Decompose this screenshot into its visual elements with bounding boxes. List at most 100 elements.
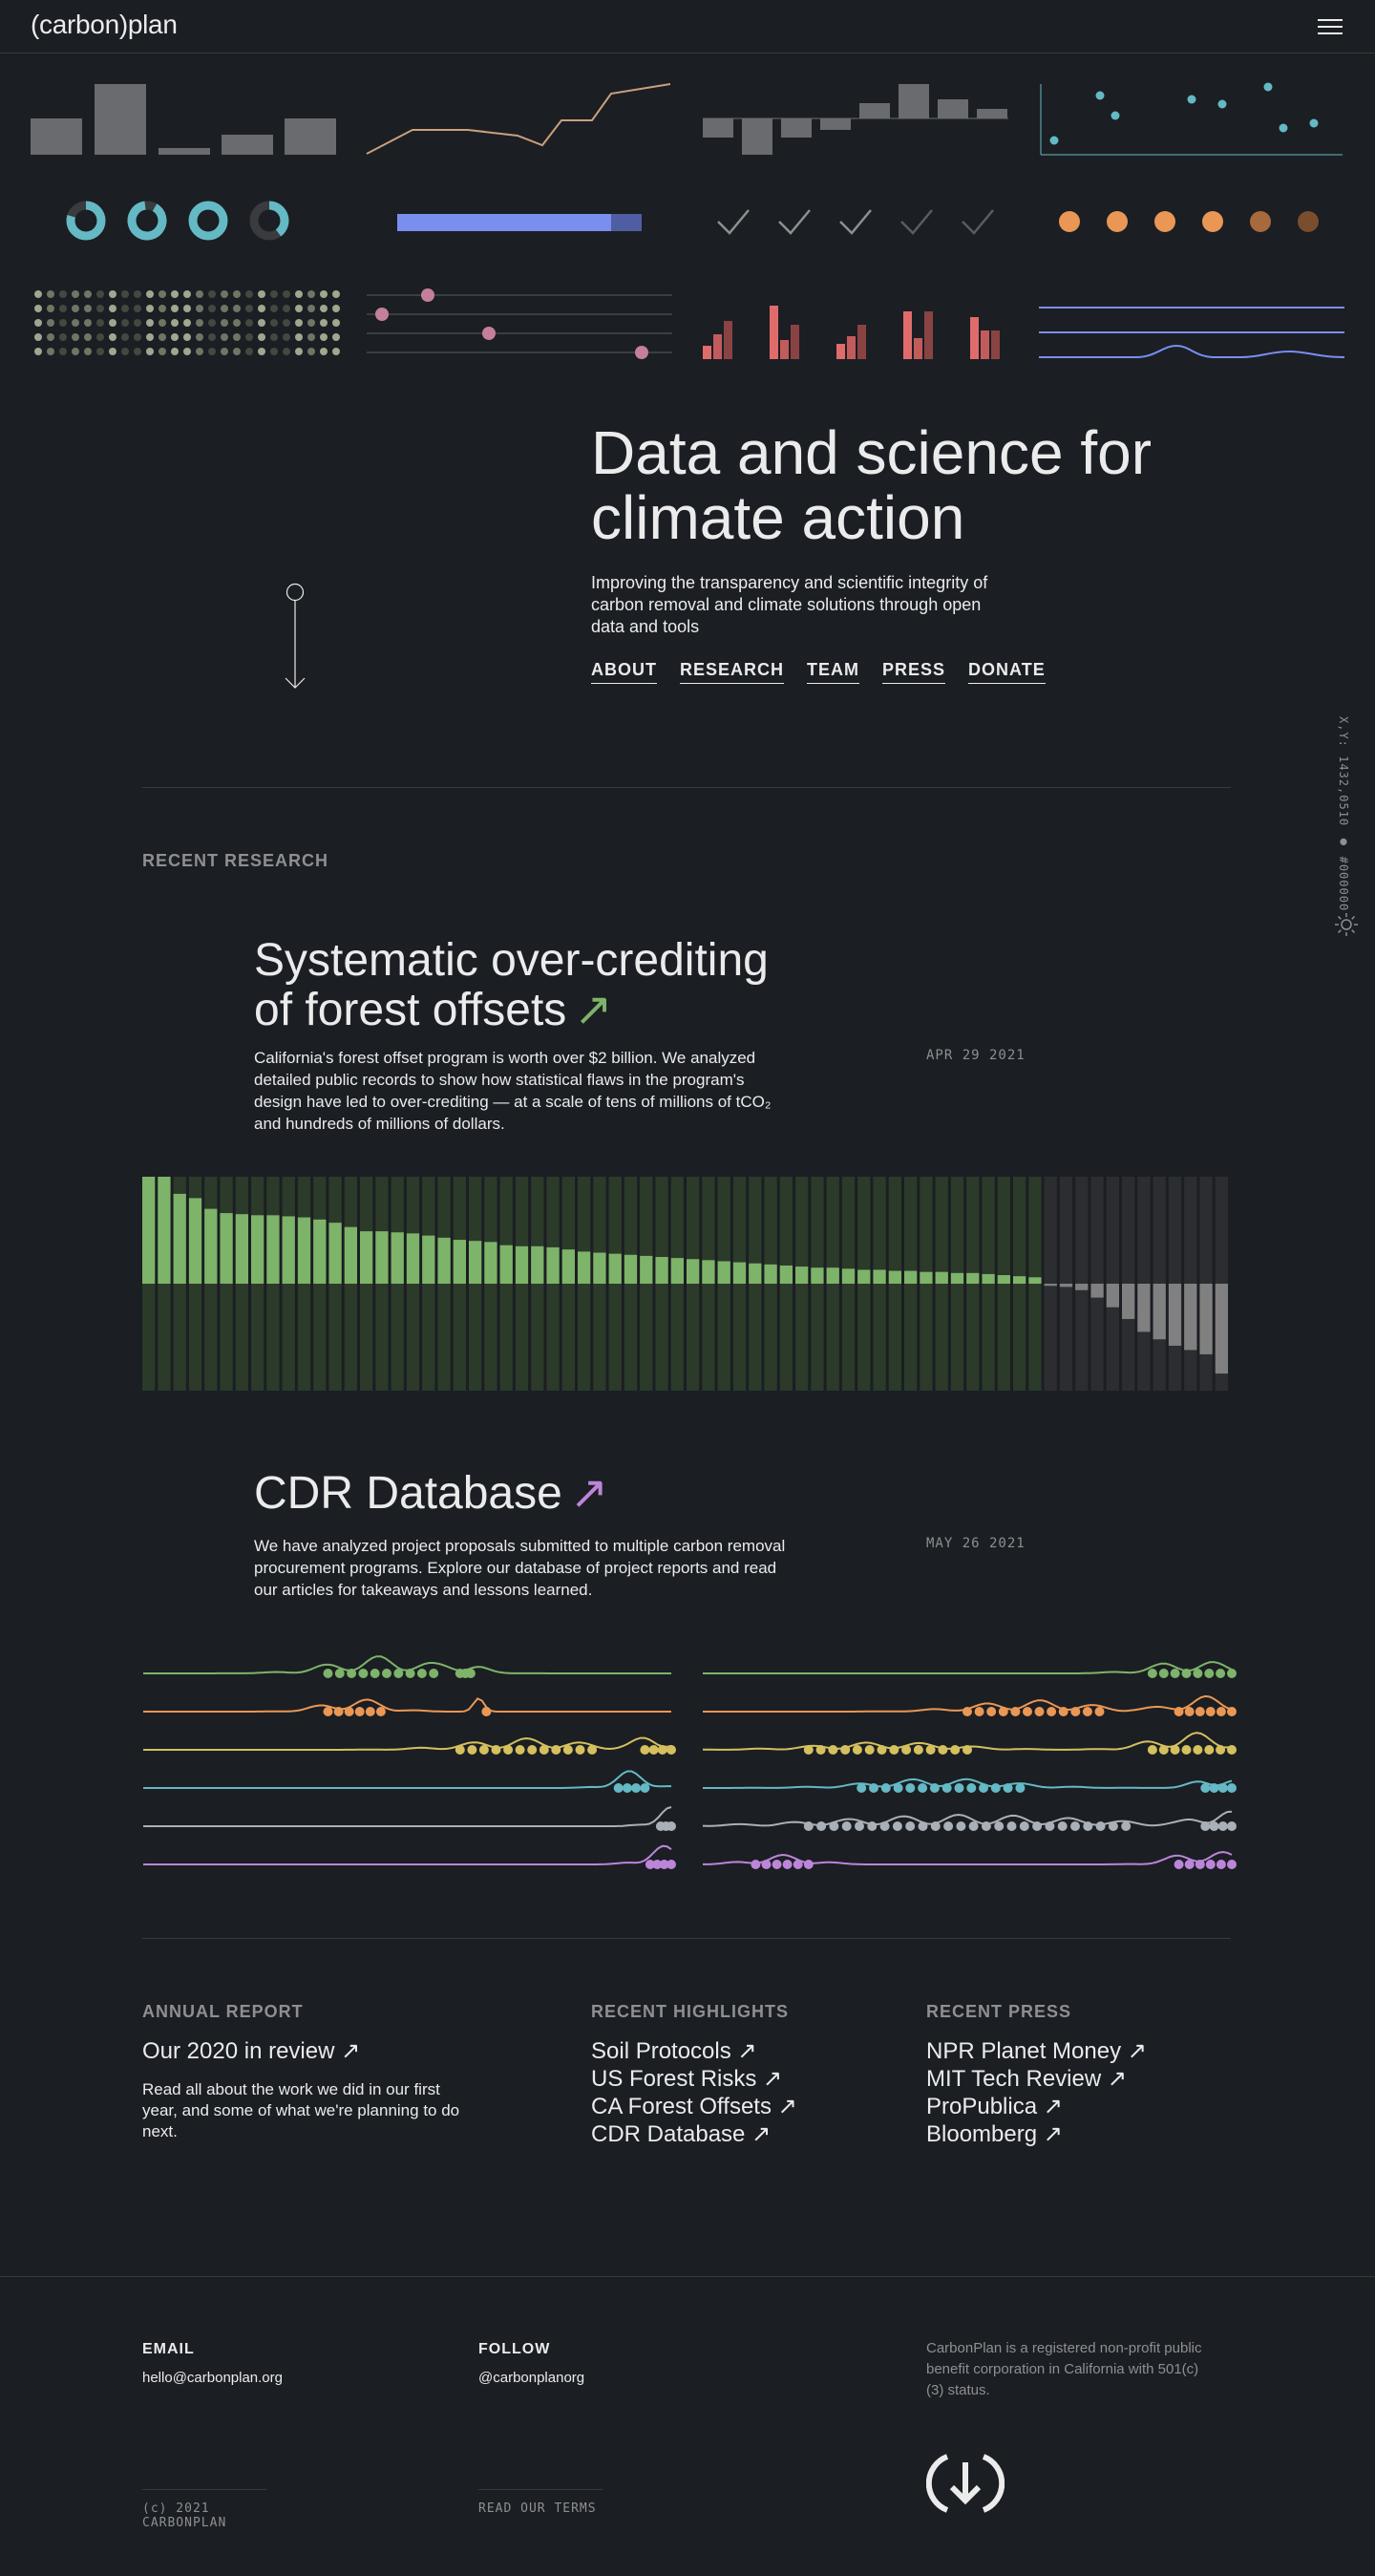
project-dot[interactable] (648, 1745, 659, 1755)
project-dot[interactable] (1217, 1821, 1228, 1831)
carbonplan-circle-logo-icon[interactable] (926, 2453, 1005, 2514)
project-dot[interactable] (1227, 1707, 1237, 1716)
project-dot[interactable] (344, 1707, 354, 1716)
project-dot[interactable] (828, 1745, 838, 1755)
project-dot[interactable] (816, 1821, 827, 1831)
project-dot[interactable] (1158, 1669, 1169, 1678)
press-link-propublica[interactable]: ProPublica ↗ (926, 2093, 1147, 2120)
site-logo[interactable]: (carbon)plan (31, 10, 178, 39)
project-dot[interactable] (491, 1745, 501, 1755)
nav-research[interactable]: RESEARCH (680, 660, 785, 684)
project-dot[interactable] (867, 1821, 878, 1831)
project-dot[interactable] (515, 1745, 525, 1755)
project-dot[interactable] (930, 1821, 941, 1831)
project-dot[interactable] (640, 1745, 650, 1755)
project-dot[interactable] (334, 1669, 345, 1678)
project-dot[interactable] (429, 1669, 439, 1678)
project-dot[interactable] (587, 1745, 598, 1755)
project-dot[interactable] (1193, 1669, 1203, 1678)
project-dot[interactable] (657, 1745, 667, 1755)
project-dot[interactable] (1204, 1745, 1215, 1755)
project-dot[interactable] (323, 1707, 333, 1716)
project-dot[interactable] (575, 1745, 585, 1755)
project-dot[interactable] (333, 1707, 344, 1716)
project-dot[interactable] (841, 1821, 852, 1831)
project-dot[interactable] (840, 1745, 851, 1755)
project-dot[interactable] (1047, 1707, 1057, 1716)
project-dot[interactable] (880, 1783, 891, 1793)
project-dot[interactable] (370, 1669, 380, 1678)
project-dot[interactable] (1181, 1669, 1192, 1678)
project-dot[interactable] (1003, 1783, 1013, 1793)
project-dot[interactable] (1205, 1707, 1216, 1716)
project-dot[interactable] (1174, 1707, 1184, 1716)
project-dot[interactable] (938, 1745, 948, 1755)
nav-about[interactable]: ABOUT (591, 660, 657, 684)
project-dot[interactable] (1216, 1669, 1226, 1678)
project-dot[interactable] (815, 1745, 826, 1755)
project-dot[interactable] (1216, 1707, 1226, 1716)
nav-donate[interactable]: DONATE (968, 660, 1046, 684)
project-dot[interactable] (918, 1821, 928, 1831)
project-dot[interactable] (913, 1745, 923, 1755)
research-title-forest-offsets[interactable]: Systematic over-crediting of forest offs… (254, 936, 827, 1035)
project-dot[interactable] (929, 1783, 940, 1793)
project-dot[interactable] (962, 1707, 972, 1716)
project-dot[interactable] (1217, 1783, 1228, 1793)
research-title-cdr-database[interactable]: CDR Database ↗ (254, 1469, 827, 1519)
project-dot[interactable] (761, 1860, 772, 1869)
project-dot[interactable] (347, 1669, 357, 1678)
footer-email-link[interactable]: hello@carbonplan.org (142, 2370, 283, 2386)
highlight-link-us-forest-risks[interactable]: US Forest Risks ↗ (591, 2065, 797, 2093)
project-dot[interactable] (613, 1783, 624, 1793)
project-dot[interactable] (1184, 1860, 1195, 1869)
project-dot[interactable] (1032, 1821, 1043, 1831)
project-dot[interactable] (1121, 1821, 1132, 1831)
project-dot[interactable] (1227, 1783, 1237, 1793)
project-dot[interactable] (652, 1860, 663, 1869)
project-dot[interactable] (772, 1860, 782, 1869)
project-dot[interactable] (954, 1783, 964, 1793)
project-dot[interactable] (465, 1669, 476, 1678)
project-dot[interactable] (1193, 1745, 1203, 1755)
project-dot[interactable] (365, 1707, 375, 1716)
project-dot[interactable] (1216, 1745, 1226, 1755)
project-dot[interactable] (803, 1745, 814, 1755)
project-dot[interactable] (877, 1745, 887, 1755)
press-link-mit[interactable]: MIT Tech Review ↗ (926, 2065, 1147, 2093)
project-dot[interactable] (1205, 1860, 1216, 1869)
project-dot[interactable] (1158, 1745, 1169, 1755)
project-dot[interactable] (803, 1821, 814, 1831)
project-dot[interactable] (527, 1745, 538, 1755)
project-dot[interactable] (1181, 1745, 1192, 1755)
project-dot[interactable] (375, 1707, 386, 1716)
project-dot[interactable] (478, 1745, 489, 1755)
nav-team[interactable]: TEAM (807, 660, 860, 684)
project-dot[interactable] (1023, 1707, 1032, 1716)
project-dot[interactable] (1147, 1745, 1157, 1755)
project-dot[interactable] (986, 1707, 997, 1716)
project-dot[interactable] (1200, 1821, 1211, 1831)
project-dot[interactable] (990, 1783, 1001, 1793)
project-dot[interactable] (974, 1707, 984, 1716)
project-dot[interactable] (666, 1821, 676, 1831)
project-dot[interactable] (966, 1783, 977, 1793)
project-dot[interactable] (1010, 1707, 1021, 1716)
hamburger-icon[interactable] (1318, 15, 1343, 36)
project-dot[interactable] (855, 1821, 864, 1831)
highlight-link-cdr-database[interactable]: CDR Database ↗ (591, 2120, 797, 2148)
project-dot[interactable] (1170, 1745, 1180, 1755)
project-dot[interactable] (481, 1707, 492, 1716)
project-dot[interactable] (1200, 1783, 1211, 1793)
project-dot[interactable] (1094, 1707, 1105, 1716)
project-dot[interactable] (1195, 1860, 1205, 1869)
project-dot[interactable] (901, 1745, 912, 1755)
project-dot[interactable] (405, 1669, 415, 1678)
project-dot[interactable] (782, 1860, 793, 1869)
project-dot[interactable] (562, 1745, 573, 1755)
project-dot[interactable] (1227, 1860, 1237, 1869)
project-dot[interactable] (925, 1745, 936, 1755)
project-dot[interactable] (950, 1745, 961, 1755)
press-link-npr[interactable]: NPR Planet Money ↗ (926, 2037, 1147, 2065)
project-dot[interactable] (1034, 1707, 1045, 1716)
